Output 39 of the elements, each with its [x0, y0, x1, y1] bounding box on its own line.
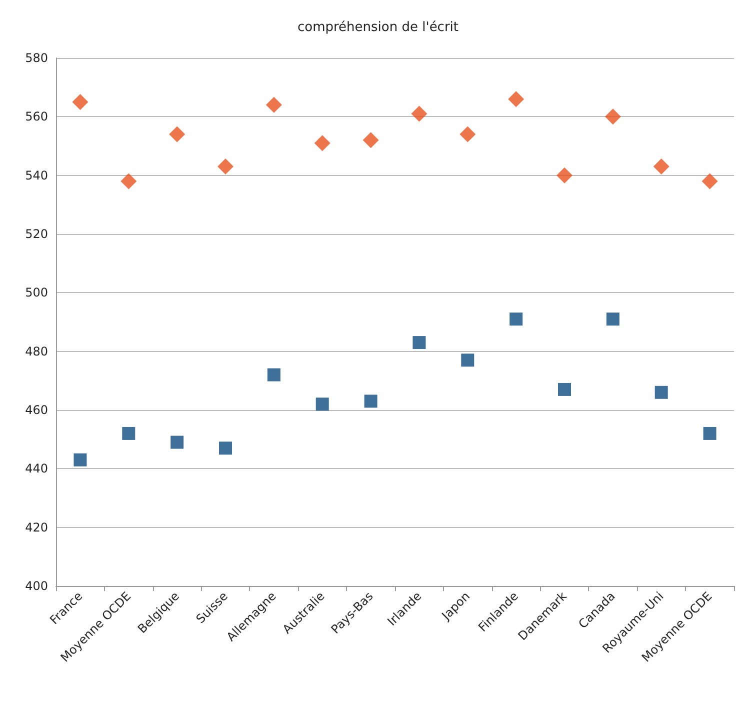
point	[362, 132, 379, 148]
point	[120, 173, 137, 190]
y-tick-label: 580	[25, 51, 48, 65]
y-tick-label: 400	[25, 579, 48, 593]
chart-title: compréhension de l'écrit	[297, 20, 459, 35]
point	[703, 426, 716, 440]
point	[556, 167, 572, 184]
y-tick-label: 500	[25, 286, 48, 300]
point	[411, 106, 428, 122]
point	[364, 394, 378, 408]
point	[122, 426, 136, 440]
point	[558, 382, 571, 396]
point	[461, 354, 474, 367]
y-tick-label: 460	[25, 403, 48, 417]
point	[219, 442, 232, 455]
point	[510, 312, 523, 326]
y-tick-label: 560	[25, 110, 48, 124]
point	[266, 96, 282, 113]
point	[169, 126, 186, 142]
point	[508, 91, 524, 108]
point	[72, 94, 88, 110]
point	[654, 386, 668, 399]
point	[170, 436, 184, 449]
point	[314, 135, 330, 152]
y-tick-label: 420	[25, 520, 48, 534]
y-tick-label: 480	[25, 344, 48, 358]
point	[606, 312, 620, 326]
point	[653, 158, 670, 175]
y-tick-label: 520	[25, 227, 48, 241]
point	[74, 453, 87, 466]
y-tick-label: 540	[25, 168, 48, 182]
point	[316, 398, 329, 411]
point	[604, 108, 621, 125]
point	[267, 368, 280, 382]
point	[218, 158, 234, 175]
point	[460, 126, 476, 142]
point	[702, 173, 718, 190]
point	[412, 336, 426, 350]
y-tick-label: 440	[25, 462, 48, 476]
